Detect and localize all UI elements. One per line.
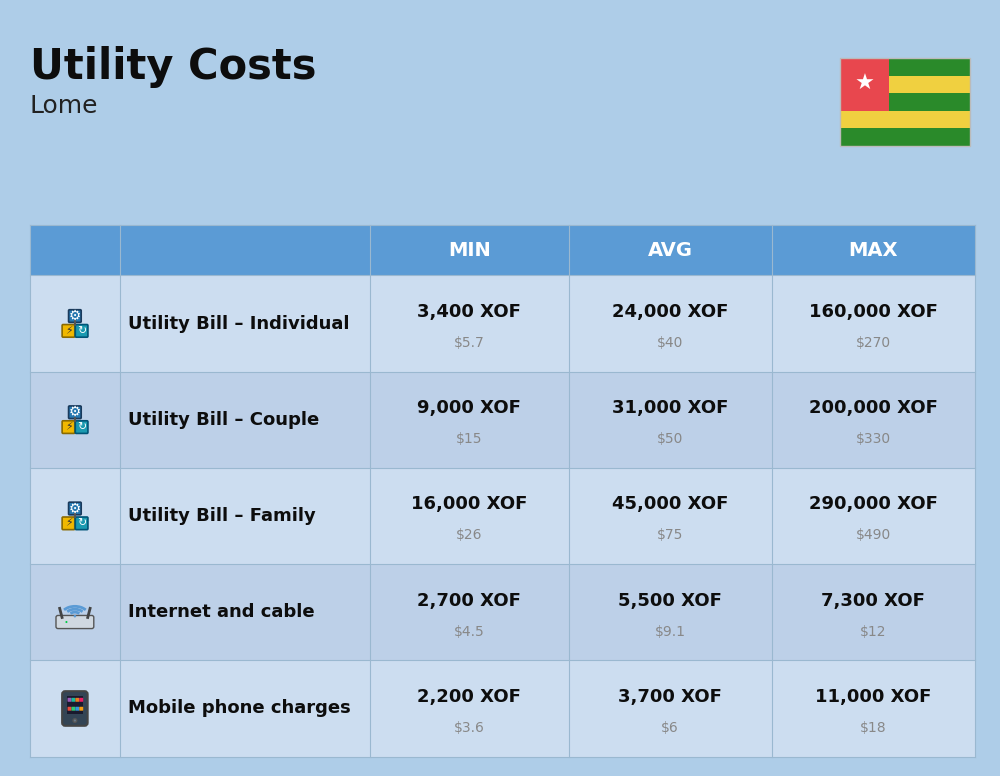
- Text: 31,000 XOF: 31,000 XOF: [612, 400, 728, 417]
- Text: ⚙: ⚙: [69, 405, 81, 419]
- Text: $270: $270: [856, 336, 891, 350]
- Text: 9,000 XOF: 9,000 XOF: [417, 400, 521, 417]
- Text: $3.6: $3.6: [454, 721, 485, 735]
- FancyBboxPatch shape: [79, 698, 83, 702]
- Text: $9.1: $9.1: [655, 625, 686, 639]
- Text: $5.7: $5.7: [454, 336, 485, 350]
- Text: ↻: ↻: [77, 326, 86, 336]
- FancyBboxPatch shape: [56, 615, 94, 629]
- Text: 290,000 XOF: 290,000 XOF: [809, 496, 938, 514]
- Circle shape: [74, 615, 76, 618]
- Text: Utility Costs: Utility Costs: [30, 46, 316, 88]
- FancyBboxPatch shape: [69, 406, 81, 418]
- FancyBboxPatch shape: [62, 421, 75, 434]
- FancyBboxPatch shape: [68, 707, 72, 711]
- FancyBboxPatch shape: [68, 698, 72, 702]
- Text: 11,000 XOF: 11,000 XOF: [815, 688, 932, 706]
- Text: AVG: AVG: [648, 241, 693, 260]
- Text: 200,000 XOF: 200,000 XOF: [809, 400, 938, 417]
- Bar: [30, 372, 975, 468]
- Bar: [30, 275, 975, 372]
- Text: 5,500 XOF: 5,500 XOF: [618, 592, 722, 610]
- Bar: [840, 93, 970, 111]
- Text: 3,700 XOF: 3,700 XOF: [618, 688, 722, 706]
- Text: ↻: ↻: [77, 518, 86, 528]
- Text: Utility Bill – Family: Utility Bill – Family: [128, 507, 316, 525]
- Text: Lome: Lome: [30, 94, 98, 118]
- FancyBboxPatch shape: [75, 707, 79, 711]
- Text: $12: $12: [860, 625, 887, 639]
- Bar: [30, 468, 975, 564]
- FancyBboxPatch shape: [79, 707, 83, 711]
- Bar: [30, 564, 975, 660]
- Text: 3,400 XOF: 3,400 XOF: [417, 303, 521, 321]
- Circle shape: [73, 719, 77, 722]
- Text: $40: $40: [657, 336, 683, 350]
- FancyBboxPatch shape: [69, 502, 81, 514]
- FancyBboxPatch shape: [71, 707, 75, 711]
- Text: $6: $6: [661, 721, 679, 735]
- FancyBboxPatch shape: [62, 324, 75, 338]
- Text: $330: $330: [856, 432, 891, 446]
- Bar: [840, 58, 889, 111]
- Text: MIN: MIN: [448, 241, 491, 260]
- FancyBboxPatch shape: [75, 517, 88, 530]
- FancyBboxPatch shape: [75, 324, 88, 338]
- Text: $15: $15: [456, 432, 483, 446]
- Text: ⚡: ⚡: [65, 422, 72, 432]
- Text: $18: $18: [860, 721, 887, 735]
- Text: Utility Bill – Individual: Utility Bill – Individual: [128, 314, 349, 333]
- Text: 2,700 XOF: 2,700 XOF: [417, 592, 521, 610]
- Text: $75: $75: [657, 528, 683, 542]
- Text: $490: $490: [856, 528, 891, 542]
- Bar: [840, 75, 970, 93]
- Text: ↻: ↻: [77, 422, 86, 432]
- FancyBboxPatch shape: [69, 310, 81, 322]
- Text: 45,000 XOF: 45,000 XOF: [612, 496, 728, 514]
- FancyBboxPatch shape: [62, 691, 88, 726]
- Text: 24,000 XOF: 24,000 XOF: [612, 303, 728, 321]
- Text: $50: $50: [657, 432, 683, 446]
- Text: 16,000 XOF: 16,000 XOF: [411, 496, 528, 514]
- Text: Utility Bill – Couple: Utility Bill – Couple: [128, 411, 319, 429]
- Bar: [67, 697, 83, 714]
- Text: ⚡: ⚡: [65, 326, 72, 336]
- FancyBboxPatch shape: [71, 698, 75, 702]
- Text: 160,000 XOF: 160,000 XOF: [809, 303, 938, 321]
- Text: ⚙: ⚙: [69, 309, 81, 323]
- Bar: [30, 660, 975, 757]
- FancyBboxPatch shape: [75, 698, 79, 702]
- Text: ★: ★: [855, 74, 875, 95]
- Text: MAX: MAX: [849, 241, 898, 260]
- Bar: [30, 225, 975, 275]
- Text: ⚙: ⚙: [69, 501, 81, 515]
- Bar: [840, 58, 970, 75]
- Text: $26: $26: [456, 528, 483, 542]
- Text: $4.5: $4.5: [454, 625, 485, 639]
- Text: 7,300 XOF: 7,300 XOF: [821, 592, 925, 610]
- Text: ⚡: ⚡: [65, 518, 72, 528]
- Text: 2,200 XOF: 2,200 XOF: [417, 688, 521, 706]
- Circle shape: [65, 621, 67, 623]
- FancyBboxPatch shape: [75, 421, 88, 434]
- Text: Internet and cable: Internet and cable: [128, 603, 314, 622]
- Bar: [840, 128, 970, 146]
- Bar: [840, 58, 970, 146]
- FancyBboxPatch shape: [62, 517, 75, 530]
- Bar: [840, 111, 970, 128]
- Text: Mobile phone charges: Mobile phone charges: [128, 699, 351, 718]
